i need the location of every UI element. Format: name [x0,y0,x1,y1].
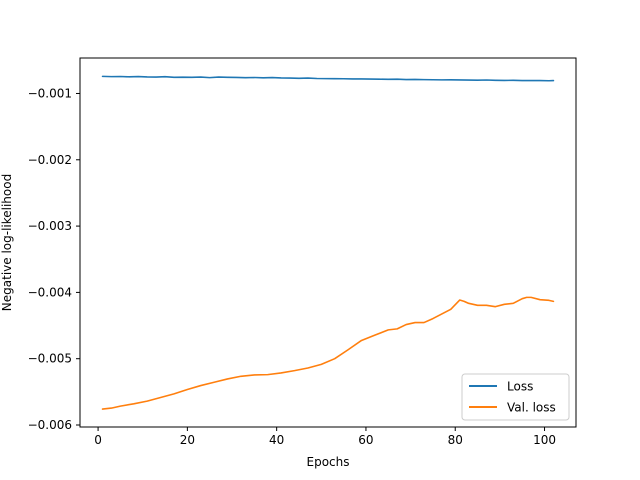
legend-label-loss: Loss [507,380,533,394]
y-tick-label: −0.004 [28,285,72,299]
y-axis-label: Negative log-likelihood [0,174,14,311]
series-layer [101,75,555,410]
y-tick-label: −0.001 [28,86,72,100]
x-tick-label: 20 [180,433,195,447]
y-tick-label: −0.005 [28,352,72,366]
x-axis-label: Epochs [307,455,350,469]
y-tick-label: −0.002 [28,153,72,167]
x-tick-label: 100 [533,433,556,447]
series-line-val-loss [101,296,555,410]
series-line-loss [101,75,555,82]
legend: Loss Val. loss [461,373,570,421]
legend-label-val-loss: Val. loss [507,401,556,415]
x-tick-label: 40 [269,433,284,447]
x-tick-label: 0 [94,433,102,447]
y-tick-label: −0.006 [28,418,72,432]
x-axis: 0 20 40 60 80 100 [94,427,556,447]
y-tick-label: −0.003 [28,219,72,233]
x-tick-label: 80 [448,433,463,447]
x-tick-label: 60 [358,433,373,447]
y-axis: −0.006 −0.005 −0.004 −0.003 −0.002 −0.001 [28,86,80,432]
plot-frame [79,57,577,428]
